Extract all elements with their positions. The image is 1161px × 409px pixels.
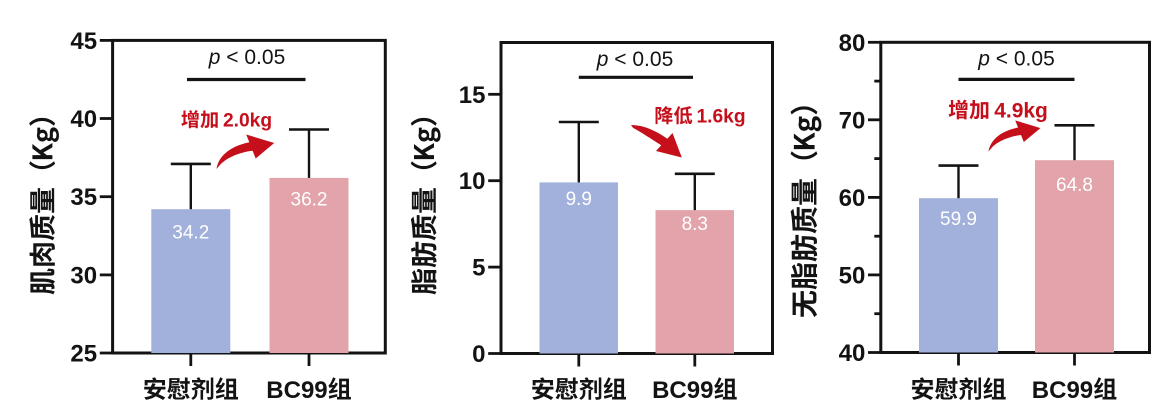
svg-text:70: 70 — [839, 107, 866, 134]
svg-text:35: 35 — [70, 184, 97, 211]
svg-text:p < 0.05: p < 0.05 — [596, 48, 674, 71]
svg-text:25: 25 — [70, 341, 97, 368]
svg-text:9.9: 9.9 — [566, 189, 592, 210]
svg-text:8.3: 8.3 — [682, 214, 708, 235]
svg-text:80: 80 — [839, 30, 866, 57]
svg-text:34.2: 34.2 — [172, 223, 209, 244]
svg-text:15: 15 — [459, 82, 486, 109]
svg-text:40: 40 — [839, 340, 866, 367]
svg-text:40: 40 — [70, 106, 97, 133]
svg-text:50: 50 — [839, 262, 866, 289]
svg-text:4.9kg: 4.9kg — [994, 100, 1048, 123]
svg-text:1.6kg: 1.6kg — [697, 107, 746, 128]
svg-text:10: 10 — [459, 168, 486, 195]
svg-text:0: 0 — [472, 341, 485, 368]
svg-text:p < 0.05: p < 0.05 — [208, 46, 286, 69]
svg-text:BC99: BC99 — [652, 377, 713, 404]
svg-text:p < 0.05: p < 0.05 — [977, 48, 1055, 71]
svg-text:BC99: BC99 — [1032, 377, 1093, 404]
svg-text:30: 30 — [70, 262, 97, 289]
svg-text:60: 60 — [839, 185, 866, 212]
svg-text:64.8: 64.8 — [1056, 175, 1093, 196]
svg-text:59.9: 59.9 — [940, 209, 977, 230]
svg-text:5: 5 — [472, 255, 485, 282]
svg-text:45: 45 — [70, 28, 97, 55]
svg-text:36.2: 36.2 — [291, 190, 328, 211]
svg-text:BC99: BC99 — [266, 377, 327, 404]
svg-text:2.0kg: 2.0kg — [223, 111, 272, 132]
